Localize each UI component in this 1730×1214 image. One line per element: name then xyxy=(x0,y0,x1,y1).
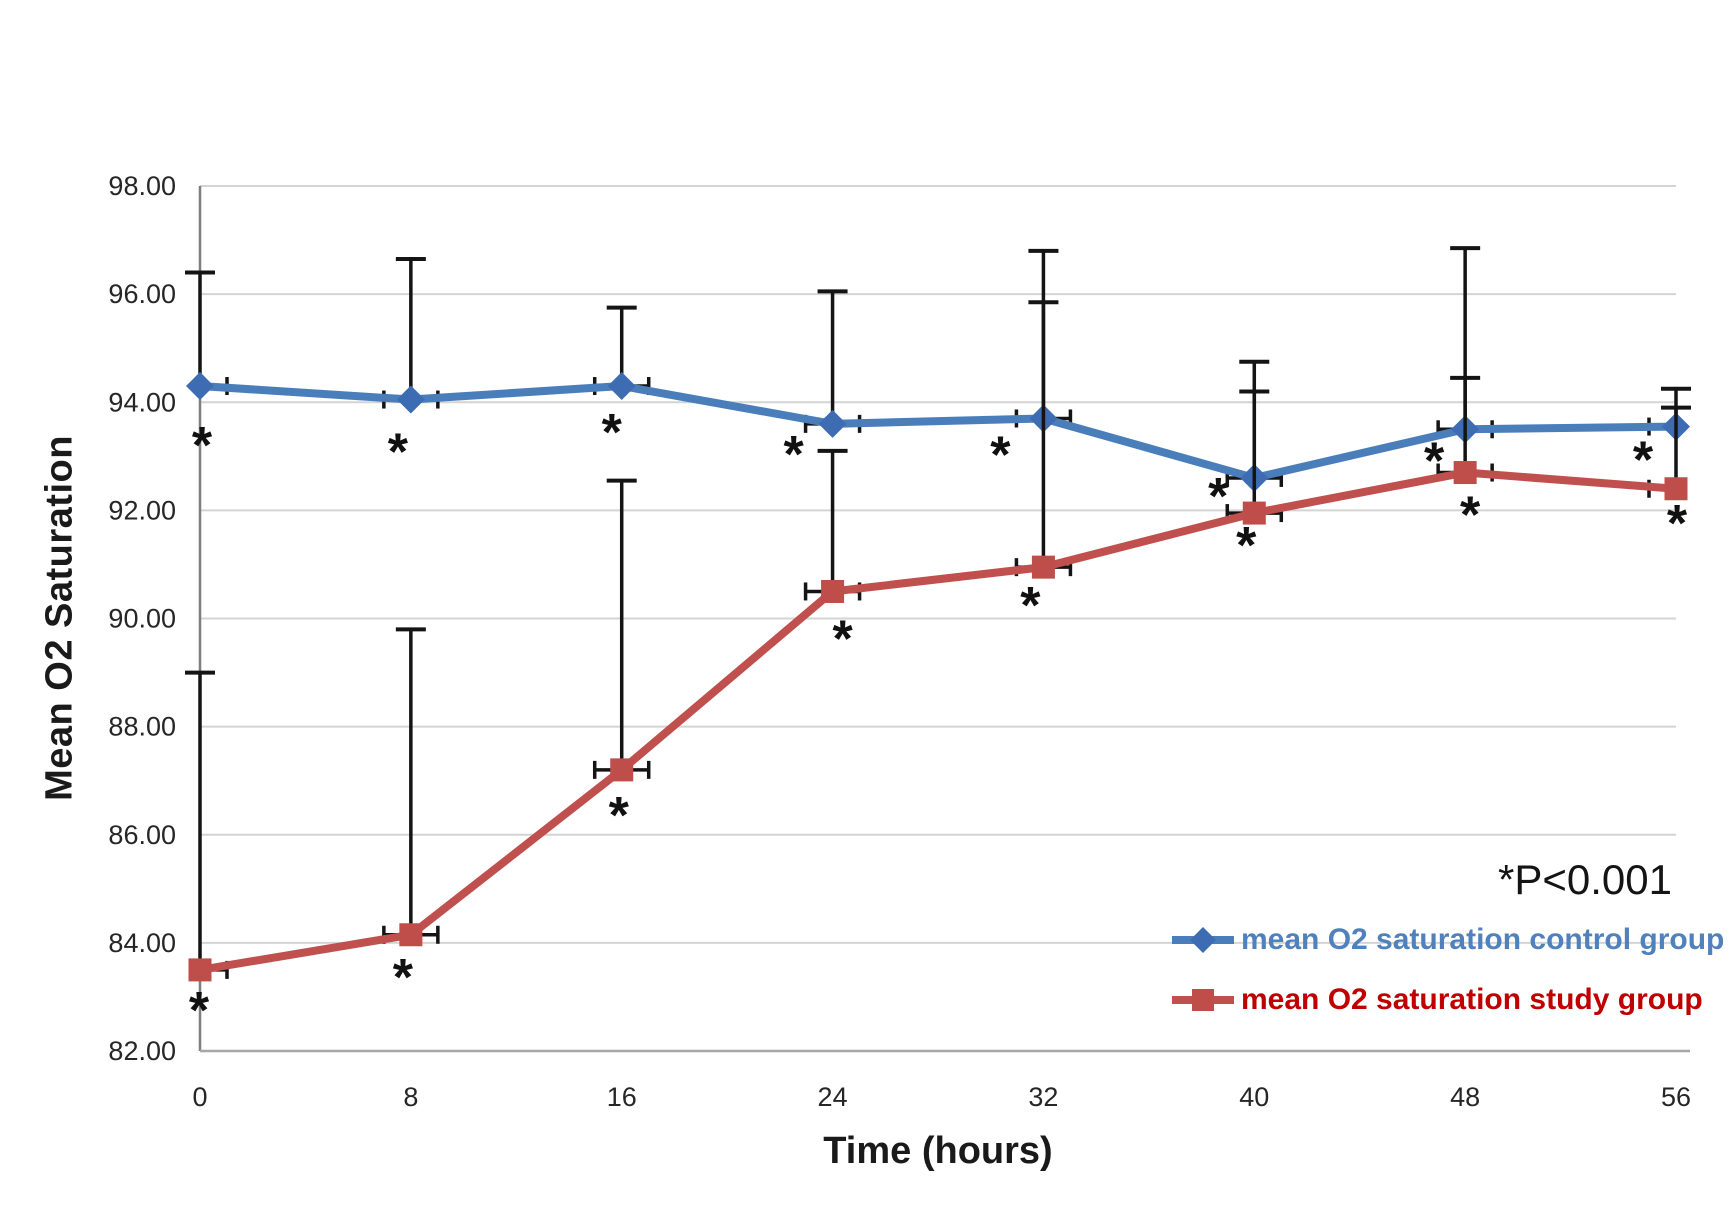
x-tick-label: 56 xyxy=(1661,1082,1691,1112)
asterisk-control: * xyxy=(783,426,804,484)
y-tick-label: 86.00 xyxy=(108,820,176,850)
asterisk-study: * xyxy=(1236,517,1257,575)
marker-square-study xyxy=(1242,501,1266,525)
asterisk-control: * xyxy=(602,404,623,462)
y-tick-label: 88.00 xyxy=(108,712,176,742)
y-tick-label: 92.00 xyxy=(108,495,176,525)
asterisk-control: * xyxy=(388,424,409,482)
legend-row-control: mean O2 saturation control group xyxy=(1170,910,1724,970)
x-tick-label: 0 xyxy=(192,1082,207,1112)
series-line-study xyxy=(196,468,1680,974)
marker-diamond-control xyxy=(186,372,214,401)
y-tick-label: 84.00 xyxy=(108,928,176,958)
y-tick-label: 96.00 xyxy=(108,279,176,309)
marker-square-study xyxy=(188,958,212,982)
y-axis-title: Mean O2 Saturation xyxy=(38,435,81,801)
asterisk-study: * xyxy=(1460,487,1481,545)
series-line-control xyxy=(196,382,1680,482)
marker-diamond-control xyxy=(818,409,847,438)
x-tick-label: 16 xyxy=(607,1082,637,1112)
asterisk-control: * xyxy=(192,417,213,475)
marker-diamond-control xyxy=(396,385,425,414)
pvalue-annotation: *P<0.001 xyxy=(1498,856,1672,903)
asterisk-study: * xyxy=(189,982,210,1040)
y-tick-label: 90.00 xyxy=(108,604,176,634)
y-tick-label: 98.00 xyxy=(108,171,176,201)
asterisk-control: * xyxy=(1208,468,1229,526)
legend-marker-control-icon xyxy=(1172,927,1234,953)
legend-label-study: mean O2 saturation study group xyxy=(1241,983,1703,1016)
asterisk-control: * xyxy=(1633,432,1654,490)
asterisk-study: * xyxy=(609,787,630,845)
marker-square-study xyxy=(1031,555,1055,579)
asterisk-control: * xyxy=(990,426,1011,484)
legend-label-control: mean O2 saturation control group xyxy=(1241,923,1725,956)
marker-square-study xyxy=(610,758,634,782)
x-axis-title: Time (hours) xyxy=(823,1130,1053,1172)
marker-square-study xyxy=(1453,461,1477,485)
asterisk-study: * xyxy=(1020,577,1041,635)
marker-square-study xyxy=(821,579,845,603)
x-tick-label: 40 xyxy=(1239,1082,1269,1112)
legend-row-study: mean O2 saturation study group xyxy=(1170,970,1724,1030)
marker-square-study xyxy=(399,923,423,947)
y-tick-label: 94.00 xyxy=(108,387,176,417)
asterisk-study: * xyxy=(1667,495,1688,553)
y-tick-label: 82.00 xyxy=(108,1036,176,1066)
x-tick-label: 8 xyxy=(403,1082,418,1112)
asterisk-study: * xyxy=(393,949,414,1007)
x-tick-label: 48 xyxy=(1450,1082,1480,1112)
legend-marker-study-icon xyxy=(1172,989,1234,1011)
marker-square-study xyxy=(1664,477,1688,501)
x-tick-label: 32 xyxy=(1028,1082,1058,1112)
legend: mean O2 saturation control group mean O2… xyxy=(1170,910,1724,1030)
x-tick-label: 24 xyxy=(818,1082,848,1112)
marker-diamond-control xyxy=(607,372,636,401)
asterisk-study: * xyxy=(832,610,853,668)
